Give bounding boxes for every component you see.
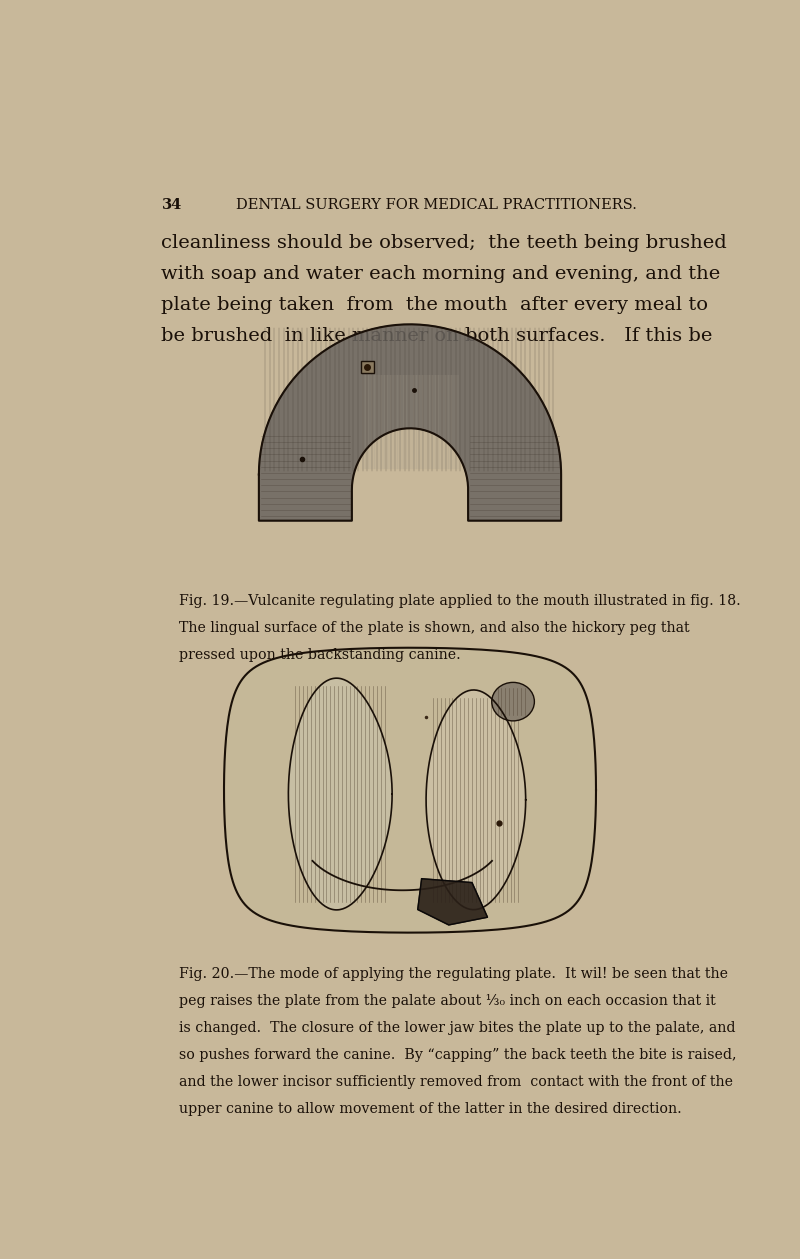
Text: plate being taken  from  the mouth  after every meal to: plate being taken from the mouth after e… <box>161 296 708 313</box>
Text: and the lower incisor sufficiently removed from  contact with the front of the: and the lower incisor sufficiently remov… <box>178 1075 733 1089</box>
Text: upper canine to allow movement of the latter in the desired direction.: upper canine to allow movement of the la… <box>178 1102 682 1115</box>
Ellipse shape <box>492 682 534 721</box>
Text: Fig. 20.—The mode of applying the regulating plate.  It wil! be seen that the: Fig. 20.—The mode of applying the regula… <box>178 967 728 981</box>
Text: 34: 34 <box>162 198 182 212</box>
Text: be brushed  in like manner on both surfaces.   If this be: be brushed in like manner on both surfac… <box>161 326 712 345</box>
Text: The lingual surface of the plate is shown, and also the hickory peg that: The lingual surface of the plate is show… <box>178 621 690 635</box>
Text: Fig. 19.—Vulcanite regulating plate applied to the mouth illustrated in fig. 18.: Fig. 19.—Vulcanite regulating plate appl… <box>178 594 741 608</box>
Bar <box>361 360 374 373</box>
Polygon shape <box>426 690 526 910</box>
Text: with soap and water each morning and evening, and the: with soap and water each morning and eve… <box>161 266 720 283</box>
Polygon shape <box>259 325 561 521</box>
Text: peg raises the plate from the palate about ⅓₀ inch on each occasion that it: peg raises the plate from the palate abo… <box>178 995 715 1008</box>
Polygon shape <box>418 879 487 925</box>
Text: so pushes forward the canine.  By “capping” the back teeth the bite is raised,: so pushes forward the canine. By “cappin… <box>178 1049 736 1063</box>
Polygon shape <box>288 679 392 910</box>
Text: DENTAL SURGERY FOR MEDICAL PRACTITIONERS.: DENTAL SURGERY FOR MEDICAL PRACTITIONERS… <box>237 198 638 212</box>
Polygon shape <box>224 647 596 933</box>
Text: pressed upon the backstanding canine.: pressed upon the backstanding canine. <box>178 647 461 662</box>
Text: cleanliness should be observed;  the teeth being brushed: cleanliness should be observed; the teet… <box>161 234 726 252</box>
Text: is changed.  The closure of the lower jaw bites the plate up to the palate, and: is changed. The closure of the lower jaw… <box>178 1021 735 1035</box>
